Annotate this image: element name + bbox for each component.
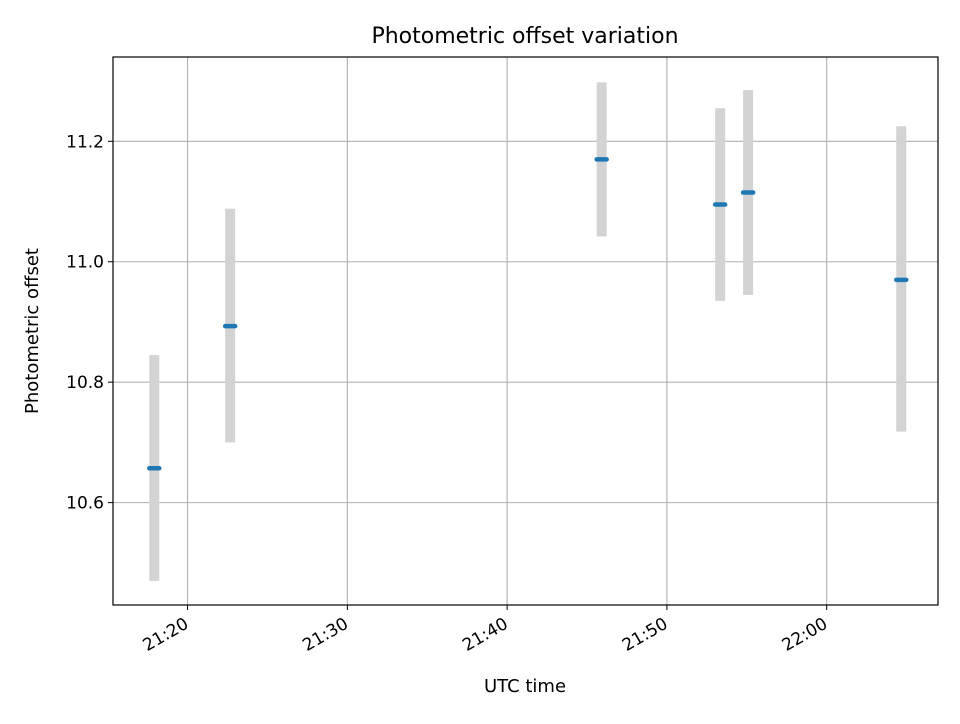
axes-frame: [112, 56, 939, 606]
point-layer: [147, 157, 909, 471]
y-tick-label: 11.0: [66, 253, 104, 273]
x-tick-label: 21:30: [299, 614, 351, 656]
errorbar-layer: [149, 82, 907, 581]
y-axis-label: Photometric offset: [22, 248, 43, 414]
grid-layer: [113, 57, 938, 605]
chart-title: Photometric offset variation: [371, 24, 678, 49]
y-tick-label: 10.8: [66, 373, 104, 393]
x-tick-label: 21:20: [140, 614, 192, 656]
y-tick-label: 10.6: [66, 494, 104, 514]
x-tick-label: 21:40: [459, 614, 511, 656]
x-axis-label: UTC time: [484, 676, 566, 697]
x-tick-label: 21:50: [619, 614, 671, 656]
x-tick-label: 22:00: [779, 614, 831, 656]
y-tick-label: 11.2: [66, 132, 104, 152]
